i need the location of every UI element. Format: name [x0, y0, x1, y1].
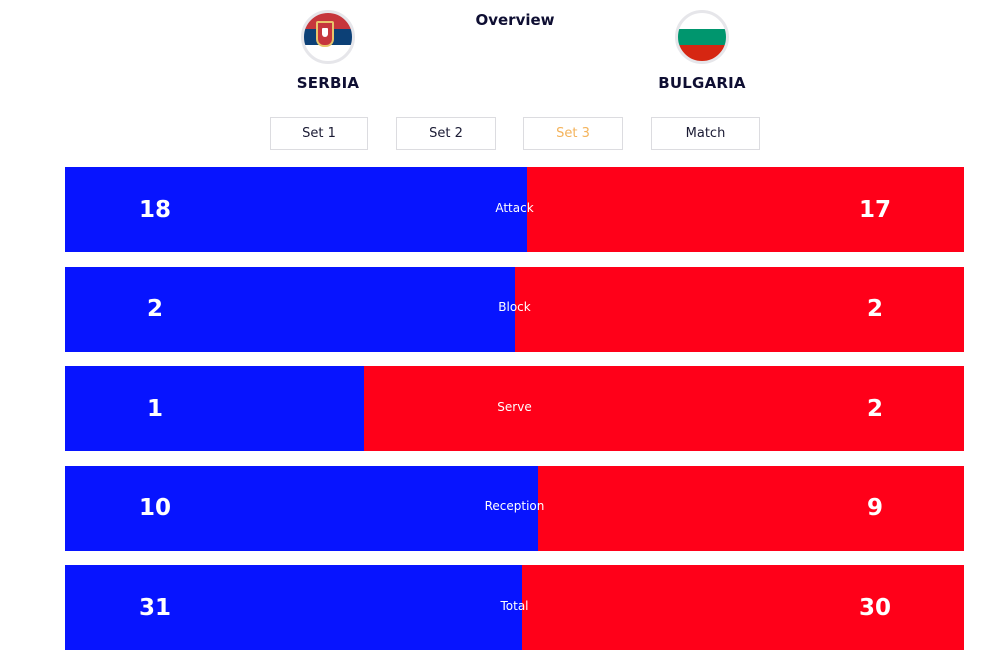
- home-bar: [65, 167, 528, 252]
- away-value: 2: [866, 296, 883, 322]
- stat-label: Attack: [495, 200, 534, 215]
- stat-row-reception: 10 Reception 9: [65, 465, 964, 551]
- tab-match[interactable]: Match: [651, 117, 760, 150]
- stat-label: Block: [498, 300, 531, 314]
- home-bar: [65, 465, 538, 551]
- stat-row-total: 31 Total 30: [65, 565, 964, 650]
- home-bar: [65, 366, 365, 451]
- home-bar: [65, 266, 515, 352]
- stat-label: Total: [500, 598, 529, 613]
- away-team: BULGARIA: [632, 10, 772, 92]
- home-value: 2: [146, 296, 163, 322]
- home-value: 1: [146, 395, 163, 422]
- stat-row-serve: 1 Serve 2: [65, 366, 964, 451]
- page-title: Overview: [475, 11, 555, 29]
- home-team-name: SERBIA: [296, 74, 360, 92]
- stat-row-attack: 18 Attack 17: [65, 167, 964, 252]
- set-tabs: Set 1 Set 2 Set 3 Match: [0, 117, 1000, 151]
- away-value: 30: [858, 594, 891, 621]
- bulgaria-flag-icon: [675, 10, 729, 64]
- stat-row-block: 2 Block 2: [65, 266, 964, 352]
- serbia-flag-icon: [301, 10, 355, 64]
- away-team-name: BULGARIA: [658, 74, 746, 92]
- tab-set-3[interactable]: Set 3: [523, 117, 623, 150]
- home-value: 31: [138, 594, 171, 621]
- stats-comparison: 18 Attack 17 2 Block 2 1 Serve 2 10 Rece…: [65, 167, 964, 665]
- home-bar: [65, 565, 522, 650]
- tab-set-2[interactable]: Set 2: [396, 117, 496, 150]
- away-value: 2: [866, 395, 883, 422]
- stat-label: Serve: [497, 399, 532, 414]
- home-value: 10: [138, 495, 171, 521]
- tab-set-1[interactable]: Set 1: [270, 117, 368, 150]
- home-team: SERBIA: [258, 10, 398, 92]
- home-value: 18: [138, 196, 171, 223]
- away-value: 9: [866, 495, 883, 521]
- away-value: 17: [858, 196, 891, 223]
- stat-label: Reception: [484, 499, 545, 513]
